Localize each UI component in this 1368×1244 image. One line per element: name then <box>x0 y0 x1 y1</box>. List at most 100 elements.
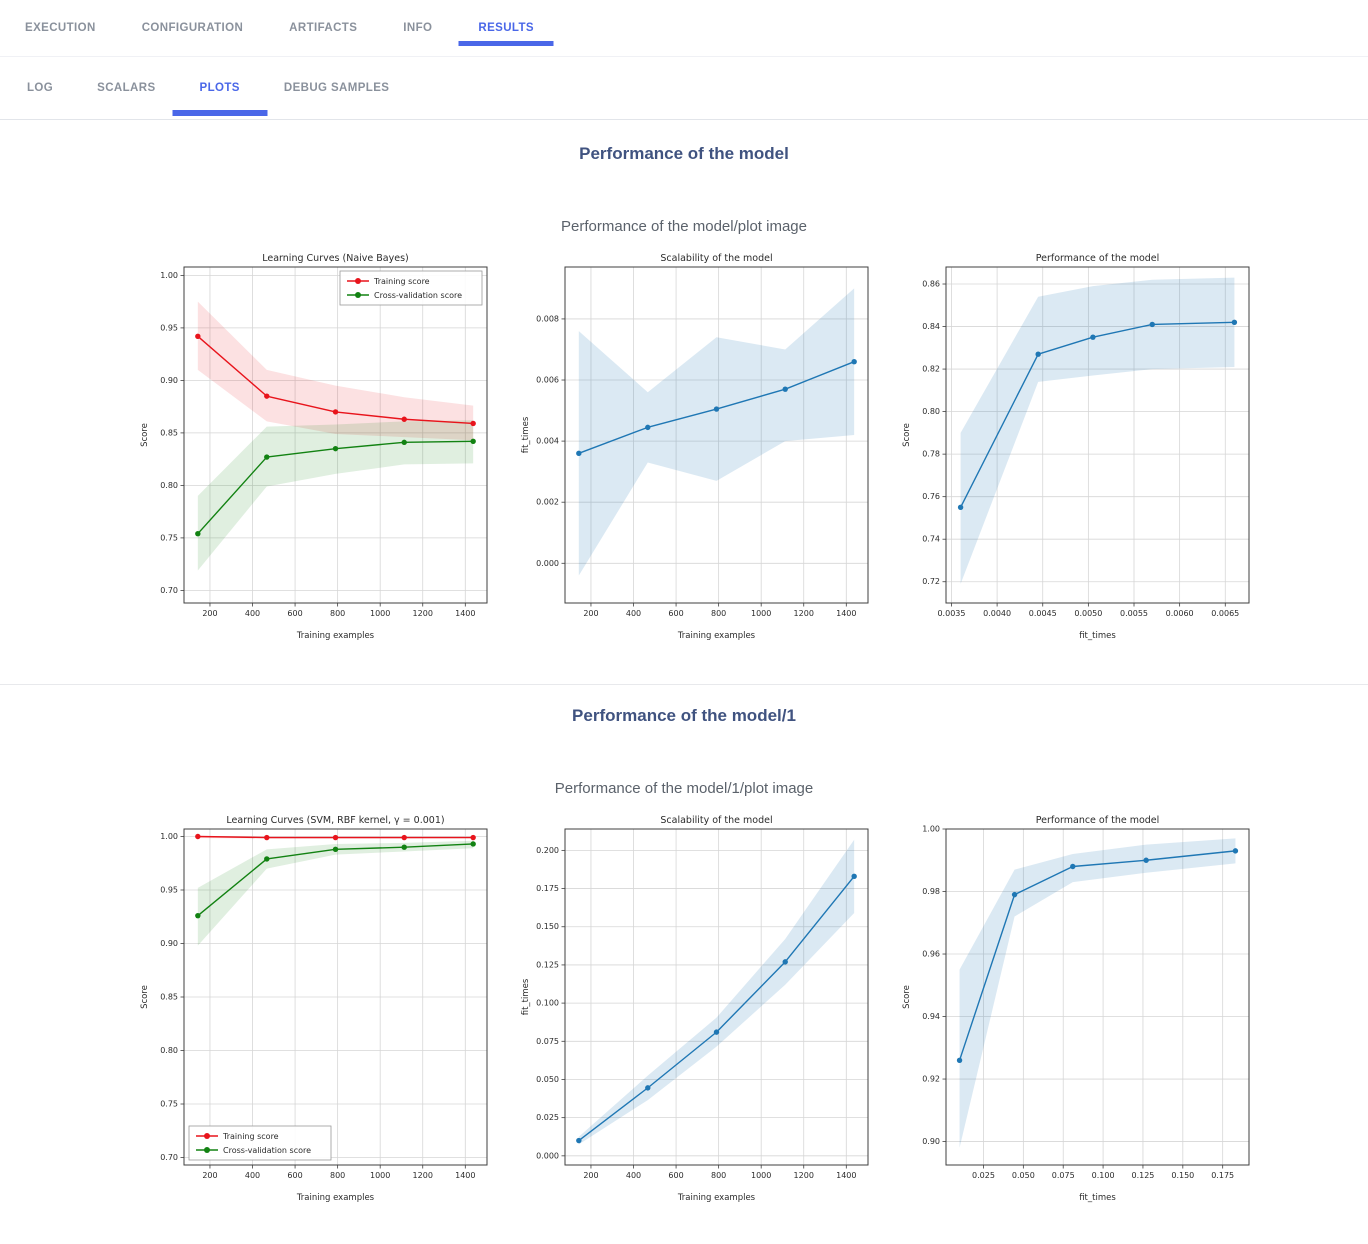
svg-text:0.85: 0.85 <box>160 993 178 1002</box>
tab-configuration[interactable]: CONFIGURATION <box>141 22 244 34</box>
svg-text:0.94: 0.94 <box>922 1012 940 1021</box>
svg-text:0.92: 0.92 <box>922 1075 940 1084</box>
svg-text:600: 600 <box>287 609 302 618</box>
task-tabs-bar: EXECUTION CONFIGURATION ARTIFACTS INFO R… <box>0 0 1368 57</box>
svg-text:Score: Score <box>902 985 912 1009</box>
section-1-title: Performance of the model <box>579 144 789 163</box>
subtab-scalars[interactable]: SCALARS <box>97 82 156 94</box>
svg-text:0.0060: 0.0060 <box>1166 609 1194 618</box>
svg-text:1.00: 1.00 <box>922 825 940 834</box>
svg-text:Scalability of the model: Scalability of the model <box>660 815 772 826</box>
svg-text:0.0045: 0.0045 <box>1029 609 1057 618</box>
plot-section-2: Performance of the model/1 Performance o… <box>0 706 1368 1209</box>
svg-text:1200: 1200 <box>413 609 433 618</box>
svg-text:0.150: 0.150 <box>1171 1171 1194 1180</box>
plot-group-1-title: Performance of the model/plot image <box>561 218 807 235</box>
svg-text:1400: 1400 <box>455 1171 475 1180</box>
svg-text:0.95: 0.95 <box>160 885 178 894</box>
svg-text:1400: 1400 <box>836 609 856 618</box>
svg-text:0.90: 0.90 <box>922 1137 940 1146</box>
tab-execution[interactable]: EXECUTION <box>25 22 96 34</box>
svg-text:0.70: 0.70 <box>160 1153 178 1162</box>
svg-text:0.002: 0.002 <box>536 498 559 507</box>
svg-text:0.0055: 0.0055 <box>1120 609 1148 618</box>
chart-performance-naive-bayes[interactable]: 0.0035 0.0040 0.0045 0.0050 0.0055 0.0060 0.00… <box>900 249 1256 647</box>
svg-text:Score: Score <box>902 423 912 447</box>
svg-text:0.90: 0.90 <box>160 376 178 385</box>
svg-text:800: 800 <box>330 609 345 618</box>
svg-text:0.100: 0.100 <box>536 999 559 1008</box>
svg-text:0.76: 0.76 <box>922 492 940 501</box>
svg-text:400: 400 <box>626 1171 641 1180</box>
svg-text:0.70: 0.70 <box>160 586 178 595</box>
svg-text:0.0065: 0.0065 <box>1211 609 1239 618</box>
svg-text:0.150: 0.150 <box>536 922 559 931</box>
chart-scalability-naive-bayes[interactable]: 200 400 600 800 1000 1200 1400 0.000 0.002 0.004 0… <box>519 249 875 647</box>
svg-text:1.00: 1.00 <box>160 271 178 280</box>
plot-section-1: Performance of the model Performance of … <box>0 144 1368 647</box>
svg-text:0.0035: 0.0035 <box>937 609 965 618</box>
svg-text:1200: 1200 <box>413 1171 433 1180</box>
svg-text:1000: 1000 <box>751 1171 771 1180</box>
svg-text:0.0040: 0.0040 <box>983 609 1011 618</box>
svg-text:0.004: 0.004 <box>536 437 559 446</box>
svg-text:0.200: 0.200 <box>536 846 559 855</box>
chart-learning-curves-svm[interactable]: 200 400 600 800 1000 1200 1400 0.70 0.75 0.80 0.85… <box>138 811 494 1209</box>
svg-text:1200: 1200 <box>794 609 814 618</box>
svg-text:400: 400 <box>245 1171 260 1180</box>
svg-text:0.72: 0.72 <box>922 577 940 586</box>
svg-text:0.85: 0.85 <box>160 428 178 437</box>
svg-text:fit_times: fit_times <box>1079 1193 1116 1203</box>
svg-text:1000: 1000 <box>370 609 390 618</box>
svg-text:400: 400 <box>245 609 260 618</box>
svg-text:1400: 1400 <box>836 1171 856 1180</box>
svg-text:0.006: 0.006 <box>536 376 559 385</box>
svg-text:0.100: 0.100 <box>1092 1171 1115 1180</box>
subtab-debug-samples[interactable]: DEBUG SAMPLES <box>283 82 390 94</box>
svg-text:600: 600 <box>668 609 683 618</box>
svg-text:Training score: Training score <box>373 277 430 286</box>
plot-group-2-title: Performance of the model/1/plot image <box>554 780 814 797</box>
svg-text:0.78: 0.78 <box>922 450 940 459</box>
chart-scalability-svm[interactable]: 200 400 600 800 1000 1200 1400 0.000 0.025 0.050 0… <box>519 811 875 1209</box>
svg-text:800: 800 <box>711 609 726 618</box>
svg-text:0.80: 0.80 <box>160 1046 178 1055</box>
tab-artifacts[interactable]: ARTIFACTS <box>289 22 358 34</box>
svg-text:400: 400 <box>626 609 641 618</box>
svg-text:0.95: 0.95 <box>160 323 178 332</box>
svg-text:Performance of the model: Performance of the model <box>1036 815 1160 826</box>
svg-text:200: 200 <box>583 1171 598 1180</box>
svg-text:0.82: 0.82 <box>922 365 940 374</box>
subtab-log[interactable]: LOG <box>27 82 54 94</box>
svg-text:0.050: 0.050 <box>536 1075 559 1084</box>
svg-text:0.000: 0.000 <box>536 559 559 568</box>
svg-text:Cross-validation score: Cross-validation score <box>374 291 462 300</box>
svg-text:fit_times: fit_times <box>1079 631 1116 641</box>
svg-text:Performance of the model: Performance of the model <box>1036 253 1160 264</box>
svg-text:Training score: Training score <box>222 1132 279 1141</box>
svg-text:1400: 1400 <box>455 609 475 618</box>
svg-text:0.025: 0.025 <box>972 1171 995 1180</box>
charts-row-2: 200 400 600 800 1000 1200 1400 0.70 0.75 0.80 0.85… <box>138 811 1256 1209</box>
tab-info[interactable]: INFO <box>403 22 433 34</box>
svg-text:600: 600 <box>668 1171 683 1180</box>
svg-text:0.80: 0.80 <box>160 481 178 490</box>
svg-text:Training examples: Training examples <box>296 1193 375 1203</box>
subtab-plots[interactable]: PLOTS <box>200 57 240 119</box>
svg-text:Training examples: Training examples <box>677 1193 756 1203</box>
svg-text:200: 200 <box>202 1171 217 1180</box>
svg-text:0.175: 0.175 <box>1211 1171 1234 1180</box>
svg-text:0.050: 0.050 <box>1012 1171 1035 1180</box>
svg-text:0.025: 0.025 <box>536 1113 559 1122</box>
section-2-title: Performance of the model/1 <box>572 706 796 725</box>
svg-text:Learning Curves (SVM, RBF kern: Learning Curves (SVM, RBF kernel, γ = 0.… <box>226 815 444 826</box>
chart-performance-svm[interactable]: 0.025 0.050 0.075 0.100 0.125 0.150 0.175 0.90 0… <box>900 811 1256 1209</box>
svg-text:1000: 1000 <box>751 609 771 618</box>
svg-text:600: 600 <box>287 1171 302 1180</box>
chart-learning-curves-naive-bayes[interactable]: 200 400 600 800 1000 1200 1400 0.70 0.75 0.80 0.85… <box>138 249 494 647</box>
svg-text:Score: Score <box>140 423 150 447</box>
tab-results[interactable]: RESULTS <box>478 0 534 56</box>
charts-row-1: 200 400 600 800 1000 1200 1400 0.70 0.75 0.80 0.85… <box>138 249 1256 647</box>
svg-text:0.008: 0.008 <box>536 314 559 323</box>
svg-text:0.90: 0.90 <box>160 939 178 948</box>
